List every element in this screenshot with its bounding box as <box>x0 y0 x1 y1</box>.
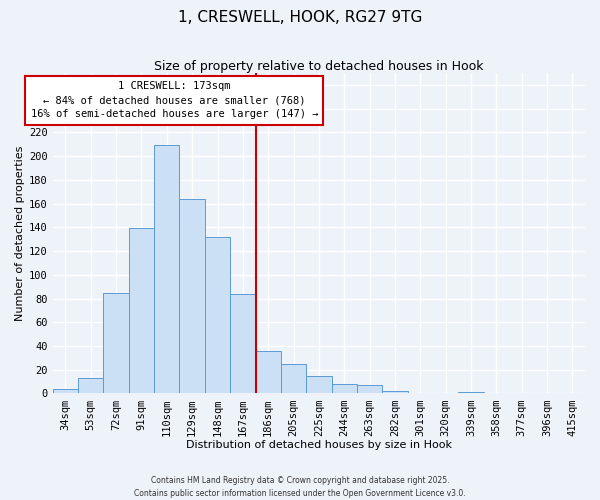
Bar <box>53 388 78 394</box>
Bar <box>230 294 256 394</box>
Bar <box>332 384 357 394</box>
Bar <box>179 199 205 394</box>
Bar <box>382 391 407 394</box>
X-axis label: Distribution of detached houses by size in Hook: Distribution of detached houses by size … <box>186 440 452 450</box>
Text: Contains HM Land Registry data © Crown copyright and database right 2025.
Contai: Contains HM Land Registry data © Crown c… <box>134 476 466 498</box>
Bar <box>78 378 103 394</box>
Bar <box>103 292 129 394</box>
Bar <box>458 392 484 394</box>
Bar <box>306 376 332 394</box>
Bar <box>129 228 154 394</box>
Text: 1 CRESWELL: 173sqm
← 84% of detached houses are smaller (768)
16% of semi-detach: 1 CRESWELL: 173sqm ← 84% of detached hou… <box>31 82 318 120</box>
Bar <box>205 237 230 394</box>
Title: Size of property relative to detached houses in Hook: Size of property relative to detached ho… <box>154 60 484 73</box>
Bar <box>357 385 382 394</box>
Y-axis label: Number of detached properties: Number of detached properties <box>15 146 25 321</box>
Bar <box>281 364 306 394</box>
Text: 1, CRESWELL, HOOK, RG27 9TG: 1, CRESWELL, HOOK, RG27 9TG <box>178 10 422 25</box>
Bar <box>154 146 179 394</box>
Bar <box>256 350 281 394</box>
